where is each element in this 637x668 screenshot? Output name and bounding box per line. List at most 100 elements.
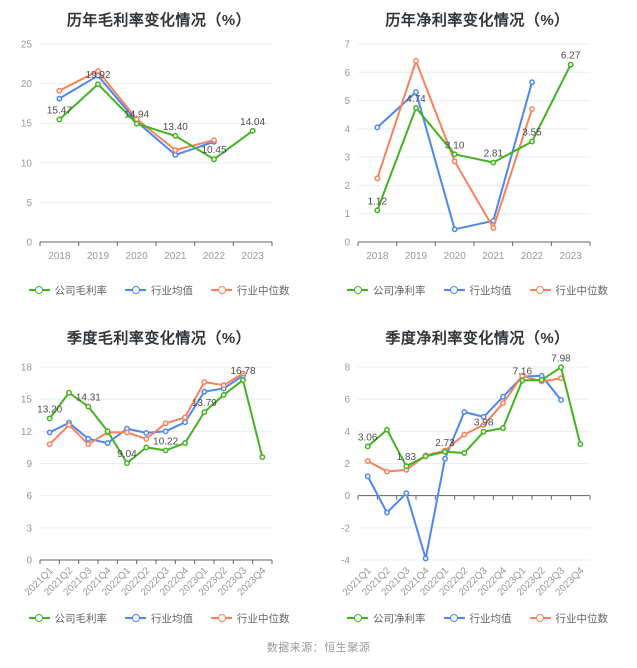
data-point — [162, 420, 169, 427]
y-gridlines — [39, 43, 273, 246]
legend-label: 行业中位数 — [237, 612, 290, 625]
legend-label: 公司净利率 — [373, 284, 426, 297]
x-tick-label: 2022 — [203, 251, 226, 262]
value-labels: 15.47 19.92 14.94 13.40 10.45 14.04 — [47, 70, 266, 156]
y-tick-label: 6 — [26, 491, 32, 502]
y-tick-label: 6 — [344, 395, 350, 406]
legend-item-公司毛利率[interactable]: 公司毛利率 — [28, 283, 108, 298]
y-axis-labels: 0 1 2 3 4 5 6 7 — [344, 40, 350, 249]
legend-ring-icon — [536, 286, 544, 294]
data-point — [211, 137, 217, 144]
data-point — [451, 226, 458, 233]
legend-item-行业中位数[interactable]: 行业中位数 — [529, 611, 608, 626]
legend-item-行业均值[interactable]: 行业均值 — [125, 611, 193, 626]
y-tick-label: 15 — [21, 119, 33, 130]
data-point — [403, 490, 410, 497]
legend-item-行业均值[interactable]: 行业均值 — [443, 611, 512, 626]
series-公司净利率 — [364, 364, 584, 470]
series-公司毛利率 — [46, 377, 266, 467]
data-point — [500, 393, 506, 400]
y-tick-label: 3 — [26, 523, 32, 534]
legend-label: 公司毛利率 — [54, 284, 108, 297]
x-tick-label: 2023 — [242, 251, 265, 262]
y-tick-label: -4 — [341, 556, 350, 567]
legend-item-公司毛利率[interactable]: 公司毛利率 — [28, 611, 108, 626]
data-point — [490, 159, 497, 166]
data-point — [558, 397, 564, 403]
data-point — [384, 426, 390, 433]
y-tick-label: 15 — [21, 395, 33, 406]
value-label: 10.22 — [153, 436, 178, 447]
data-point — [480, 421, 487, 428]
y-tick-label: 18 — [21, 363, 33, 374]
value-label: 14.31 — [76, 393, 101, 404]
legend-ring-icon — [131, 614, 140, 622]
data-point — [480, 413, 487, 420]
data-point — [201, 409, 208, 416]
data-point — [220, 382, 227, 389]
data-point — [56, 87, 63, 94]
y-tick-label: -2 — [341, 523, 350, 534]
data-point — [201, 379, 208, 385]
legend-item-公司净利率[interactable]: 公司净利率 — [347, 283, 426, 298]
legend-item-行业中位数[interactable]: 行业中位数 — [211, 611, 290, 626]
x-axis-labels: 2021Q12021Q22021Q32021Q42022Q12022Q22022… — [23, 565, 269, 598]
data-point — [422, 453, 429, 460]
legend-ring-icon — [353, 286, 362, 294]
legend-item-公司净利率[interactable]: 公司净利率 — [347, 611, 426, 626]
y-axis-labels: 0 3 6 9 12 15 18 — [21, 363, 33, 567]
data-point — [85, 441, 92, 448]
data-point — [95, 67, 101, 74]
data-point — [143, 444, 150, 451]
data-point — [538, 376, 545, 383]
x-tick-label: 2023 — [560, 251, 583, 262]
x-axis-labels: 2018 2019 2020 2021 2022 2023 — [366, 251, 582, 262]
y-tick-label: 5 — [344, 96, 350, 107]
data-point — [46, 441, 53, 448]
data-point — [124, 429, 130, 436]
y-tick-label: 6 — [344, 68, 350, 79]
data-point — [519, 377, 526, 384]
series-公司净利率 — [374, 61, 574, 214]
value-label: 15.47 — [47, 105, 72, 116]
value-labels: 1.12 4.74 3.10 2.81 3.55 6.27 — [368, 51, 581, 208]
value-label: 14.04 — [240, 117, 265, 128]
legend-line-marker-icon — [529, 286, 551, 294]
data-point — [104, 428, 111, 435]
data-point — [104, 440, 111, 447]
data-source-note: 数据来源：恒生聚源 — [266, 642, 371, 654]
legend-item-行业均值[interactable]: 行业均值 — [125, 283, 193, 298]
legend-ring-icon — [450, 286, 458, 294]
y-tick-label: 8 — [344, 363, 350, 374]
x-axis-labels: 2021Q12021Q22021Q32021Q42022Q12022Q22022… — [341, 565, 587, 598]
series-line — [366, 366, 582, 468]
legend-label: 公司毛利率 — [54, 612, 108, 625]
series-line — [366, 374, 562, 560]
annual-net-margin-line-chart: 0 1 2 3 4 5 6 7 2018 2019 2020 2021 2022 2023 1.12 4.74… — [344, 40, 591, 262]
y-tick-label: 0 — [344, 491, 350, 502]
y-tick-label: 2 — [344, 459, 350, 470]
y-tick-label: 25 — [21, 40, 33, 51]
data-point — [374, 175, 381, 182]
x-tick-label: 2021 — [164, 251, 187, 262]
legend-item-行业中位数[interactable]: 行业中位数 — [211, 283, 290, 298]
value-label: 13.40 — [163, 122, 188, 133]
data-point — [220, 391, 227, 398]
data-point — [66, 389, 72, 396]
legend-item-行业均值[interactable]: 行业均值 — [443, 283, 512, 298]
chart-title-annual-gross-margin: 历年毛利率变化情况（%） — [66, 12, 252, 29]
data-point — [172, 132, 179, 139]
value-labels: 3.06 1.83 2.73 3.98 7.16 7.98 — [358, 353, 571, 463]
legend-item-行业中位数[interactable]: 行业中位数 — [529, 283, 608, 298]
series-行业均值 — [374, 79, 535, 233]
value-label: 14.94 — [124, 110, 149, 121]
chart-legend: 公司净利率 行业均值 行业中位数 — [318, 281, 637, 299]
legend-line-marker-icon — [125, 614, 146, 622]
y-tick-label: 1 — [344, 209, 350, 220]
y-gridlines — [357, 43, 591, 246]
data-point — [442, 448, 448, 455]
data-point — [46, 415, 53, 422]
legend-ring-icon — [353, 614, 362, 622]
legend-line-marker-icon — [211, 286, 232, 294]
